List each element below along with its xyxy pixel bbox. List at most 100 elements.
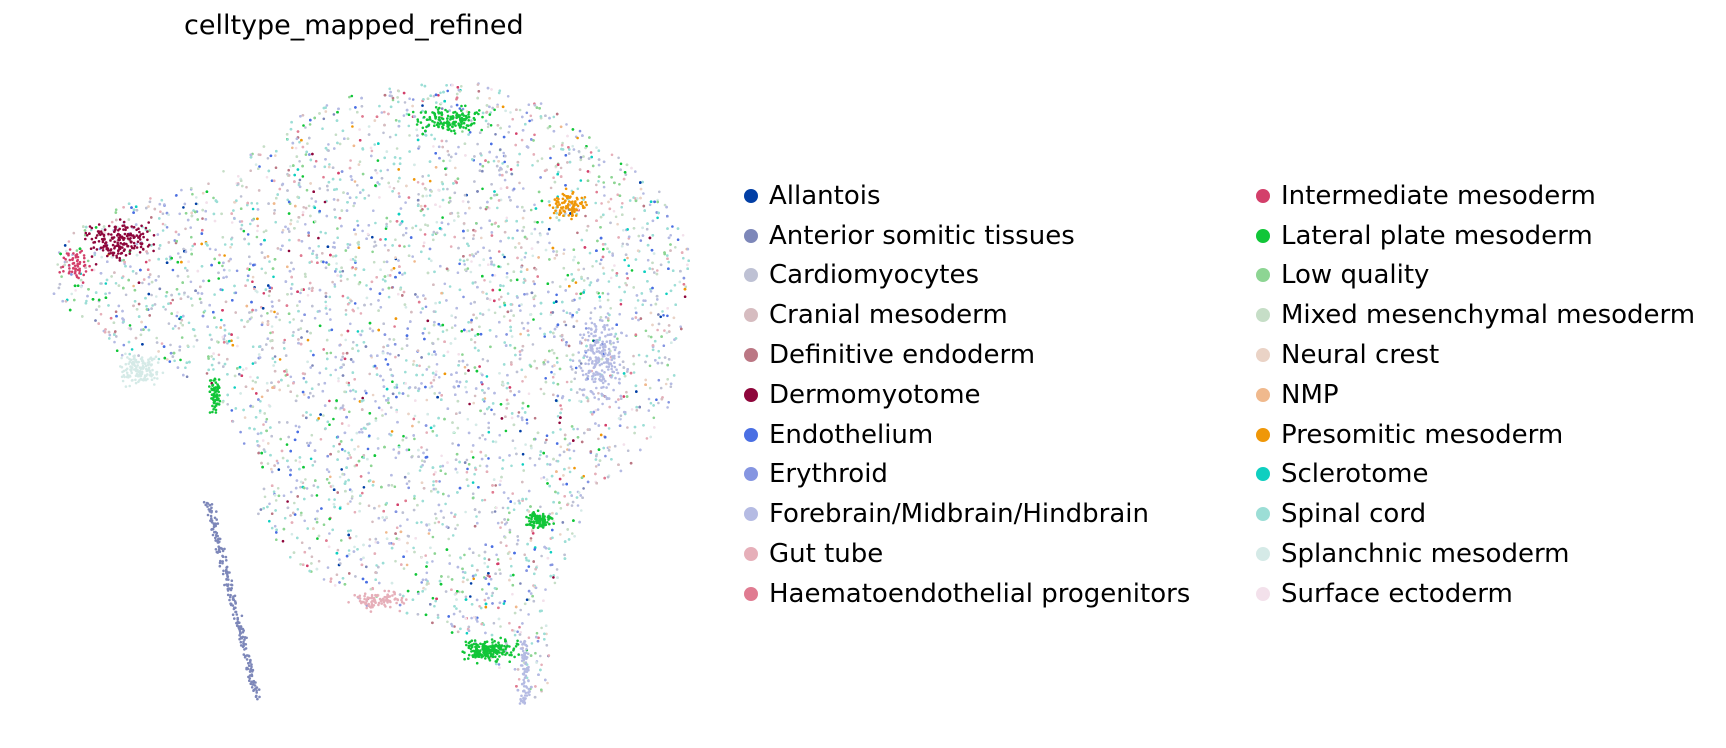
scatter-point xyxy=(376,159,380,162)
scatter-point xyxy=(465,330,469,333)
scatter-point xyxy=(551,280,554,284)
scatter-point xyxy=(148,229,151,232)
scatter-point xyxy=(413,414,417,418)
scatter-point xyxy=(552,115,556,119)
scatter-point xyxy=(507,402,510,406)
scatter-point xyxy=(625,390,628,394)
scatter-point xyxy=(425,565,428,568)
scatter-point xyxy=(218,253,221,257)
scatter-point xyxy=(425,448,429,452)
scatter-point xyxy=(523,293,526,296)
scatter-point xyxy=(593,307,597,310)
scatter-point xyxy=(459,556,462,559)
scatter-point xyxy=(430,259,433,263)
scatter-point xyxy=(511,492,514,495)
scatter-point xyxy=(183,291,186,295)
scatter-point xyxy=(391,380,394,384)
scatter-point xyxy=(207,368,210,372)
scatter-point xyxy=(260,314,263,318)
scatter-point xyxy=(424,385,427,389)
scatter-point xyxy=(356,548,359,551)
scatter-point xyxy=(584,338,587,342)
scatter-point xyxy=(505,186,509,189)
scatter-point xyxy=(425,523,428,526)
scatter-point xyxy=(217,271,220,275)
scatter-point xyxy=(249,169,252,172)
scatter-point xyxy=(473,394,477,398)
scatter-point xyxy=(425,368,429,371)
scatter-point xyxy=(479,450,483,454)
scatter-point xyxy=(508,621,511,625)
scatter-point xyxy=(565,380,569,384)
scatter-point xyxy=(133,300,137,303)
scatter-point xyxy=(341,404,345,407)
scatter-point xyxy=(486,200,489,204)
scatter-point xyxy=(306,142,309,145)
scatter-point xyxy=(665,292,668,296)
scatter-point xyxy=(540,477,543,480)
scatter-point xyxy=(403,245,406,248)
scatter-point xyxy=(669,234,672,237)
scatter-point xyxy=(642,299,645,302)
scatter-point xyxy=(472,401,476,405)
scatter-point xyxy=(555,568,559,571)
scatter-point xyxy=(285,368,288,372)
scatter-point xyxy=(305,188,309,192)
scatter-point xyxy=(357,282,361,286)
scatter-point xyxy=(402,594,405,598)
scatter-point xyxy=(295,137,299,141)
scatter-point xyxy=(470,328,474,331)
scatter-point xyxy=(397,89,401,93)
scatter-point xyxy=(490,142,493,146)
scatter-point xyxy=(493,274,497,277)
scatter-point xyxy=(469,582,473,585)
scatter-point xyxy=(164,308,167,311)
scatter-point xyxy=(301,390,305,394)
scatter-point xyxy=(101,227,104,231)
scatter-point xyxy=(521,480,524,484)
scatter-point xyxy=(406,518,409,521)
scatter-point xyxy=(579,362,583,365)
scatter-point xyxy=(503,230,507,234)
scatter-point xyxy=(616,337,619,341)
scatter-point xyxy=(144,325,147,329)
scatter-point xyxy=(432,424,436,428)
scatter-point xyxy=(262,423,265,426)
scatter-point xyxy=(422,241,426,244)
scatter-point xyxy=(200,265,204,268)
scatter-point xyxy=(309,349,313,353)
scatter-point xyxy=(413,497,416,500)
scatter-point xyxy=(438,391,441,395)
scatter-point xyxy=(278,421,281,424)
scatter-point xyxy=(539,453,542,457)
scatter-point xyxy=(194,202,198,206)
scatter-point xyxy=(503,178,507,182)
scatter-point xyxy=(634,258,638,261)
scatter-point xyxy=(120,276,124,280)
scatter-point xyxy=(289,165,292,168)
scatter-point xyxy=(440,107,444,110)
scatter-point xyxy=(302,124,305,127)
scatter-point xyxy=(499,625,502,628)
scatter-point xyxy=(574,281,578,284)
scatter-point xyxy=(347,424,351,427)
scatter-point xyxy=(323,200,327,204)
scatter-point xyxy=(558,367,562,371)
scatter-point xyxy=(137,354,140,357)
scatter-point xyxy=(600,258,603,262)
scatter-point xyxy=(336,548,340,552)
scatter-point xyxy=(552,500,555,504)
scatter-point xyxy=(278,187,282,191)
scatter-point xyxy=(269,331,272,335)
scatter-point xyxy=(447,615,451,618)
scatter-point xyxy=(242,229,246,233)
scatter-point xyxy=(518,108,522,112)
scatter-point xyxy=(446,149,450,153)
scatter-point xyxy=(396,180,400,183)
scatter-point xyxy=(582,289,586,292)
scatter-point xyxy=(335,573,339,576)
scatter-point xyxy=(331,280,334,284)
scatter-point xyxy=(221,400,225,404)
scatter-point xyxy=(444,472,447,476)
scatter-point xyxy=(540,688,543,692)
